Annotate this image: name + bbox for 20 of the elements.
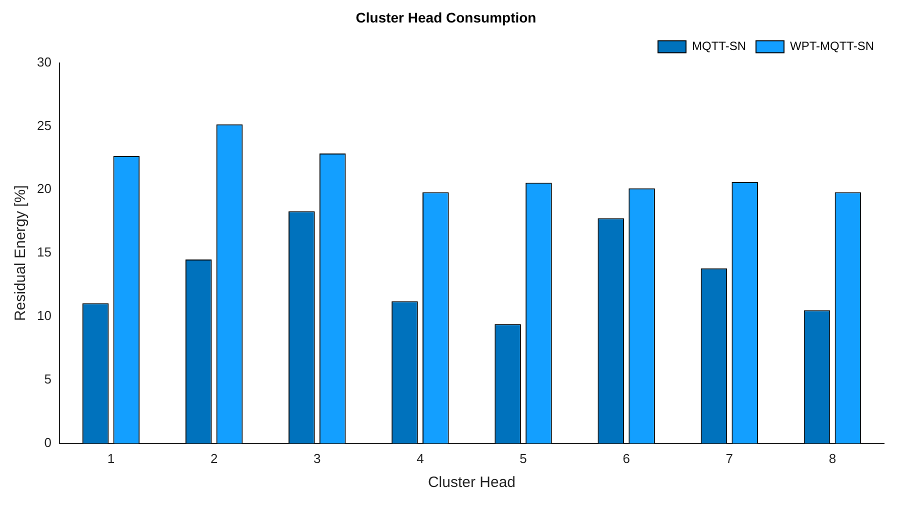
x-tick-label: 5 [520, 450, 527, 466]
y-axis-title: Residual Energy [%] [12, 185, 30, 322]
y-tick-label: 5 [44, 372, 52, 387]
x-tick-label: 2 [210, 450, 218, 466]
x-tick-label: 1 [107, 450, 115, 466]
x-tick-label: 4 [416, 450, 424, 466]
x-axis-title: Cluster Head [428, 474, 516, 492]
legend-label: MQTT-SN [692, 39, 746, 54]
y-tick-label: 20 [36, 181, 52, 196]
legend-label: WPT-MQTT-SN [790, 39, 874, 54]
y-tick-label: 10 [36, 308, 52, 324]
y-tick-label: 25 [36, 118, 52, 133]
y-tick-label: 15 [36, 244, 52, 260]
y-tick-label: 0 [44, 434, 52, 450]
x-tick-label: 6 [622, 450, 630, 466]
y-tick-label: 30 [36, 54, 52, 70]
x-tick-label: 7 [726, 450, 734, 466]
x-tick-label: 3 [314, 450, 321, 466]
chart-title: Cluster Head Consumption [356, 9, 536, 26]
x-tick-label: 8 [828, 450, 836, 466]
